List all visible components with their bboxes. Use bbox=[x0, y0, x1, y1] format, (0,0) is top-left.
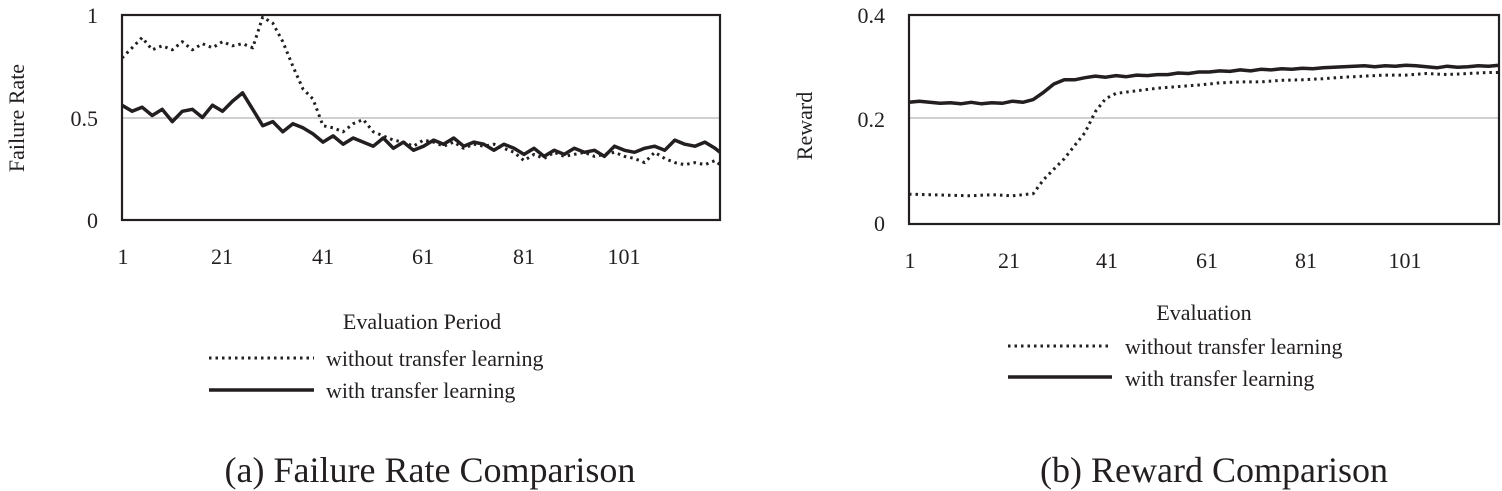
ytick-b-0: 0 bbox=[874, 211, 885, 236]
caption-b: (b) Reward Comparison bbox=[1040, 450, 1388, 490]
ylabel-a: Failure Rate bbox=[4, 64, 29, 172]
xlabel-a: Evaluation Period bbox=[343, 309, 501, 334]
legend-a-without: without transfer learning bbox=[326, 346, 544, 371]
legend-b-without: without transfer learning bbox=[1125, 334, 1343, 359]
xtick-a-4: 81 bbox=[513, 244, 535, 269]
xtick-b-5: 101 bbox=[1389, 248, 1422, 273]
series-group-b bbox=[908, 63, 1500, 198]
xlabel-b: Evaluation bbox=[1156, 300, 1251, 325]
plot-frame-b bbox=[907, 13, 1501, 226]
xtick-a-1: 21 bbox=[211, 244, 233, 269]
xtick-a-2: 41 bbox=[312, 244, 334, 269]
series-a-without-transfer-line bbox=[120, 15, 721, 167]
xtick-b-1: 21 bbox=[998, 248, 1020, 273]
xtick-a-5: 101 bbox=[608, 244, 641, 269]
xtick-a-3: 61 bbox=[412, 244, 434, 269]
ytick-b-2: 0.4 bbox=[858, 3, 886, 28]
xtick-b-4: 81 bbox=[1295, 248, 1317, 273]
series-a-with-transfer-line bbox=[121, 91, 722, 159]
ytick-a-0: 0 bbox=[87, 208, 98, 233]
ytick-b-1: 0.2 bbox=[858, 107, 886, 132]
legend-a-with: with transfer learning bbox=[326, 378, 515, 403]
ytick-a-2: 1 bbox=[87, 3, 98, 28]
ytick-a-1: 0.5 bbox=[71, 106, 99, 131]
series-b-without-transfer-line bbox=[908, 71, 1499, 198]
panel-a: 0 0.5 1 1 21 41 61 81 101 Failure Rate E… bbox=[4, 3, 722, 490]
xtick-a-0: 1 bbox=[118, 244, 129, 269]
ylabel-b: Reward bbox=[792, 92, 817, 160]
series-group-a bbox=[120, 15, 722, 167]
legend-b-with: with transfer learning bbox=[1125, 366, 1314, 391]
xtick-b-2: 41 bbox=[1096, 248, 1118, 273]
series-b-with-transfer-line bbox=[908, 63, 1500, 106]
caption-a: (a) Failure Rate Comparison bbox=[225, 450, 636, 490]
panel-b: 0 0.2 0.4 1 21 41 61 81 101 Reward Evalu… bbox=[792, 3, 1501, 490]
plot-frame-a bbox=[120, 13, 722, 222]
xtick-b-0: 1 bbox=[905, 248, 916, 273]
xtick-b-3: 61 bbox=[1196, 248, 1218, 273]
